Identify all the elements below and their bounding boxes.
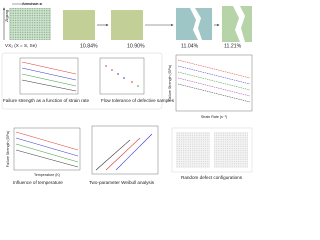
panel-caption: Influence of temperature: [13, 180, 63, 185]
decorative-lines: [21, 61, 77, 92]
material-label: VX₂ (X = S, Se): [5, 43, 37, 48]
plot-frame: [175, 54, 253, 112]
zigzag-label: Zigzag: [4, 10, 9, 22]
plot-frame: [91, 125, 159, 175]
plot-frame: [19, 57, 79, 95]
strain-label: 11.21%: [224, 43, 242, 49]
strain-label: 10.90%: [127, 43, 145, 49]
panel-caption: Random defect configurations: [181, 175, 243, 180]
y-axis-label: Failure Strength (GPa): [168, 65, 172, 101]
x-axis-label: Temperature (K): [34, 173, 60, 177]
decorative-lines: [95, 133, 153, 171]
panel-frame: [171, 127, 253, 173]
armchair-label: Armchair: [22, 1, 39, 6]
decorative-lines: [15, 131, 79, 168]
sample-image: [111, 10, 143, 40]
panel-caption: Flow tolerance of defective samples: [101, 98, 175, 103]
y-axis-label: Failure Strength (GPa): [6, 131, 10, 167]
defect-image: [176, 132, 210, 168]
panel-caption: Failure strength as a function of strain…: [3, 98, 89, 103]
sample-image: [63, 10, 95, 40]
x-axis-label: Strain Rate (s⁻¹): [201, 115, 227, 119]
panel-caption: Two-parameter Weibull analysis: [89, 180, 155, 185]
decorative-lines: [177, 59, 251, 103]
decorative-points: [105, 65, 139, 87]
crack: [233, 6, 245, 42]
top-row: Armchair Zigzag VX₂ (X = S, Se) 10.84% 1…: [2, 1, 252, 49]
crack: [190, 8, 202, 40]
graphical-abstract: Armchair Zigzag VX₂ (X = S, Se) 10.84% 1…: [1, 1, 253, 185]
plot-frame: [99, 57, 145, 95]
plot-frame: [13, 127, 81, 171]
strain-label: 11.04%: [181, 43, 199, 49]
defect-image: [214, 132, 248, 168]
panel-frame: [1, 52, 163, 110]
lattice-image: [9, 8, 51, 40]
strain-label: 10.84%: [80, 43, 98, 49]
